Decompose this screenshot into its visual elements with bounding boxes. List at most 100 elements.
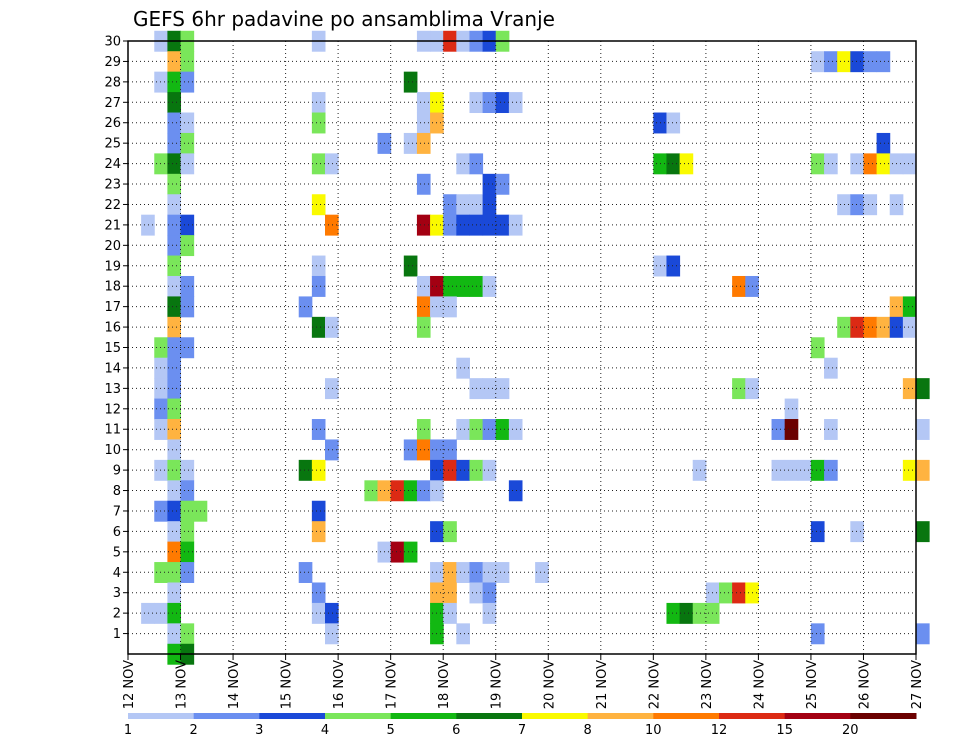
- heatmap-cell: [863, 316, 878, 338]
- heatmap-cell: [167, 214, 182, 236]
- heatmap-cell: [456, 275, 470, 297]
- x-tick-label: 17 NOV: [385, 660, 400, 709]
- x-tick-label: 27 NOV: [910, 660, 925, 709]
- heatmap-cell: [167, 357, 182, 379]
- heatmap-cell: [167, 459, 182, 481]
- heatmap-cell: [719, 582, 733, 604]
- heatmap-cell: [443, 275, 457, 297]
- heatmap-cell: [154, 378, 168, 400]
- heatmap-cell: [916, 623, 930, 645]
- heatmap-cell: [456, 459, 470, 481]
- heatmap-cell: [154, 398, 168, 420]
- heatmap-cell: [666, 602, 681, 624]
- heatmap-cell: [456, 214, 470, 236]
- x-tick-label: 18 NOV: [437, 660, 452, 709]
- y-tick-label: 23: [104, 178, 121, 193]
- heatmap-cell: [902, 378, 917, 400]
- heatmap-cell: [403, 439, 418, 461]
- x-tick-label: 14 NOV: [227, 660, 242, 709]
- heatmap-cell: [180, 275, 195, 297]
- legend-label: 15: [776, 723, 793, 738]
- heatmap-cell: [364, 480, 379, 502]
- heatmap-cell: [416, 214, 431, 236]
- legend-label: 12: [711, 723, 728, 738]
- heatmap-cell: [482, 173, 497, 195]
- heatmap-cell: [167, 337, 182, 359]
- heatmap-cell: [824, 51, 838, 73]
- y-tick-label: 28: [104, 75, 121, 90]
- heatmap-cell: [390, 541, 405, 563]
- heatmap-cell: [311, 459, 326, 481]
- heatmap-cell: [167, 562, 182, 583]
- legend-label: 7: [518, 723, 526, 738]
- legend-swatch: [193, 713, 260, 719]
- heatmap-cell: [167, 398, 182, 420]
- heatmap-cell: [167, 92, 182, 114]
- x-tick-label: 21 NOV: [595, 660, 610, 709]
- heatmap-cell: [416, 296, 431, 318]
- heatmap-cell: [403, 541, 418, 563]
- heatmap-cell: [443, 214, 457, 236]
- legend-label: 3: [255, 723, 263, 738]
- y-axis: 1234567891011121314151617181920212223242…: [104, 35, 128, 642]
- heatmap-cell: [850, 51, 864, 73]
- y-tick-label: 29: [104, 55, 121, 70]
- heatmap-cell: [167, 521, 182, 543]
- heatmap-cell: [863, 153, 878, 175]
- heatmap-cell: [443, 459, 457, 481]
- heatmap-cell: [482, 602, 497, 624]
- heatmap-cell: [180, 71, 195, 93]
- heatmap-cell: [679, 153, 694, 175]
- legend-label: 10: [645, 723, 662, 738]
- heatmap-cell: [325, 316, 339, 338]
- heatmap-cell: [482, 194, 497, 216]
- y-tick-label: 9: [113, 464, 121, 479]
- heatmap-cell: [495, 92, 510, 114]
- legend-swatch: [719, 713, 786, 719]
- heatmap-cell: [876, 132, 891, 154]
- heatmap-cell: [167, 194, 182, 216]
- heatmap-cell: [311, 112, 326, 134]
- heatmap-cell: [298, 296, 313, 318]
- heatmap-cell: [167, 112, 182, 134]
- y-tick-label: 14: [104, 361, 121, 376]
- heatmap-cell: [154, 357, 168, 379]
- heatmap-cell: [416, 316, 431, 338]
- heatmap-cell: [311, 153, 326, 175]
- heatmap-cell: [810, 153, 825, 175]
- legend-swatch: [259, 713, 326, 719]
- legend-swatch: [784, 713, 851, 719]
- heatmap-cell: [154, 71, 168, 93]
- heatmap-cell: [810, 521, 825, 543]
- heatmap-cell: [154, 602, 168, 624]
- y-tick-label: 25: [104, 137, 121, 152]
- heatmap-cell: [810, 459, 825, 481]
- heatmap-cell: [508, 214, 523, 236]
- heatmap-cell: [416, 173, 431, 195]
- heatmap-cell: [443, 439, 457, 461]
- heatmap-cell: [167, 480, 182, 502]
- legend-label: 2: [190, 723, 198, 738]
- heatmap-cell: [784, 459, 799, 481]
- heatmap-cell: [771, 419, 786, 440]
- heatmap-cell: [824, 153, 838, 175]
- heatmap-cell: [508, 480, 523, 502]
- heatmap-cell: [180, 521, 195, 543]
- legend-swatch: [456, 713, 523, 719]
- y-tick-label: 3: [113, 586, 121, 601]
- heatmap-cell: [154, 337, 168, 359]
- legend-swatch: [390, 713, 457, 719]
- heatmap-cell: [876, 316, 891, 338]
- heatmap-cell: [311, 521, 326, 543]
- heatmap-cell: [495, 419, 510, 440]
- heatmap-cell: [325, 602, 339, 624]
- y-tick-label: 4: [113, 566, 121, 581]
- heatmap-cell: [167, 235, 182, 257]
- heatmap-cell: [180, 623, 195, 645]
- heatmap-cell: [416, 480, 431, 502]
- y-tick-label: 13: [104, 382, 121, 397]
- heatmap-cell: [495, 562, 510, 583]
- heatmap-cell: [916, 378, 930, 400]
- heatmap-cell: [180, 153, 195, 175]
- heatmap-cell: [771, 459, 786, 481]
